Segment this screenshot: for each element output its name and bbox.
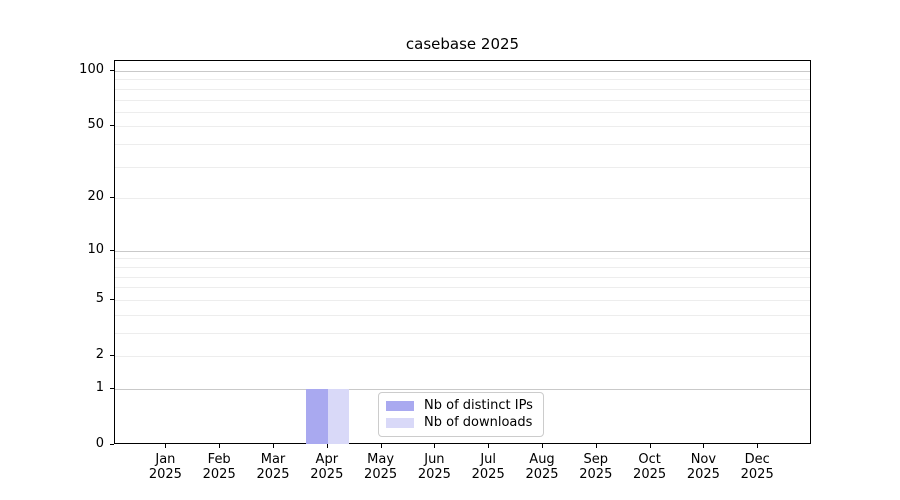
- x-tick-label-dec: Dec 2025: [740, 452, 774, 482]
- bar-distinct-ips-apr: [306, 388, 328, 444]
- x-tick: [757, 444, 759, 448]
- x-tick: [542, 444, 543, 448]
- minor-gridline: [115, 266, 810, 268]
- x-tick-label-jul: Jul 2025: [471, 452, 505, 482]
- minor-gridline: [115, 126, 810, 128]
- x-tick-label-nov: Nov 2025: [686, 452, 720, 482]
- x-tick-label-aug: Aug 2025: [525, 452, 559, 482]
- y-tick-label: 1: [95, 379, 104, 395]
- minor-gridline: [115, 299, 810, 301]
- minor-gridline: [115, 276, 810, 278]
- minor-gridline: [115, 79, 810, 81]
- minor-gridline: [115, 198, 810, 200]
- y-tick-label: 5: [95, 290, 104, 306]
- x-tick-label-apr: Apr 2025: [310, 452, 344, 482]
- y-tick: [110, 355, 114, 356]
- x-tick: [219, 444, 221, 448]
- legend-label-downloads: Nb of downloads: [424, 415, 533, 430]
- minor-gridline: [115, 88, 810, 90]
- minor-gridline: [115, 258, 810, 260]
- y-tick: [110, 70, 114, 71]
- x-tick-label-sep: Sep 2025: [579, 452, 613, 482]
- minor-gridline: [115, 332, 810, 334]
- legend-item-downloads: Nb of downloads: [386, 415, 535, 431]
- x-tick-label-mar: Mar 2025: [256, 452, 290, 482]
- minor-gridline: [115, 144, 810, 146]
- x-tick: [326, 444, 328, 448]
- x-tick: [380, 444, 382, 448]
- x-tick-label-oct: Oct 2025: [633, 452, 667, 482]
- y-tick: [110, 298, 114, 300]
- x-tick-label-jun: Jun 2025: [417, 452, 451, 482]
- y-tick: [110, 444, 114, 445]
- x-tick: [703, 444, 705, 448]
- x-tick-label-jan: Jan 2025: [148, 452, 182, 482]
- x-tick: [434, 444, 436, 448]
- minor-gridline: [115, 111, 810, 113]
- y-tick-label: 2: [95, 347, 104, 362]
- downloads-swatch-icon: [386, 418, 414, 428]
- major-gridline: [115, 250, 810, 252]
- legend: Nb of distinct IPs Nb of downloads: [378, 392, 544, 437]
- y-tick-label: 100: [79, 62, 104, 77]
- y-tick-label: 50: [87, 117, 104, 133]
- minor-gridline: [115, 166, 810, 168]
- x-tick: [595, 444, 597, 448]
- x-tick-label-may: May 2025: [364, 452, 398, 482]
- x-tick: [273, 444, 274, 448]
- y-tick-label: 10: [87, 241, 104, 257]
- minor-gridline: [115, 99, 810, 101]
- y-tick: [110, 125, 114, 127]
- chart-title: casebase 2025: [405, 35, 520, 53]
- x-tick: [649, 444, 651, 448]
- y-tick-label: 20: [87, 189, 104, 205]
- y-tick: [110, 249, 114, 251]
- minor-gridline: [115, 314, 810, 316]
- major-gridline: [115, 388, 810, 390]
- y-tick: [110, 387, 114, 389]
- y-tick: [110, 197, 114, 199]
- major-gridline: [115, 71, 810, 72]
- x-tick-label-feb: Feb 2025: [202, 452, 236, 482]
- legend-label-distinct-ips: Nb of distinct IPs: [424, 398, 533, 413]
- y-tick-label: 0: [95, 436, 104, 451]
- x-tick: [165, 444, 167, 448]
- distinct-ips-swatch-icon: [386, 401, 414, 411]
- x-tick: [488, 444, 490, 448]
- minor-gridline: [115, 356, 810, 357]
- minor-gridline: [115, 287, 810, 289]
- legend-item-distinct-ips: Nb of distinct IPs: [386, 398, 535, 414]
- bar-downloads-apr: [327, 388, 350, 444]
- plot-area: [114, 60, 811, 444]
